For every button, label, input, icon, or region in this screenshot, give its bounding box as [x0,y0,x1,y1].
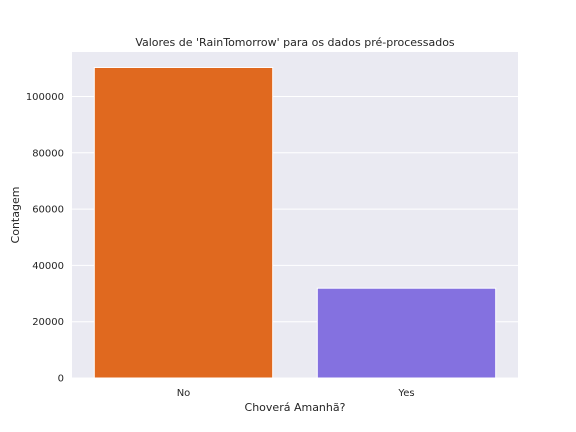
y-tick-labels: 0 20000 40000 60000 80000 100000 [26,92,64,385]
y-tick-label: 20000 [32,317,64,328]
y-tick-label: 80000 [32,148,64,159]
y-tick-label: 40000 [32,261,64,272]
bars [93,66,497,379]
x-tick-label: No [177,388,191,399]
x-tick-labels: No Yes [177,388,415,399]
y-tick-label: 100000 [26,92,64,103]
y-tick-label: 0 [58,374,64,385]
bar-yes [316,287,497,379]
y-axis-label: Contagem [9,187,22,244]
bar-no [93,66,274,379]
chart-title: Valores de 'RainTomorrow' para os dados … [135,36,455,49]
x-tick-label: Yes [397,388,414,399]
x-axis-label: Choverá Amanhã? [245,401,346,414]
y-tick-label: 60000 [32,205,64,216]
